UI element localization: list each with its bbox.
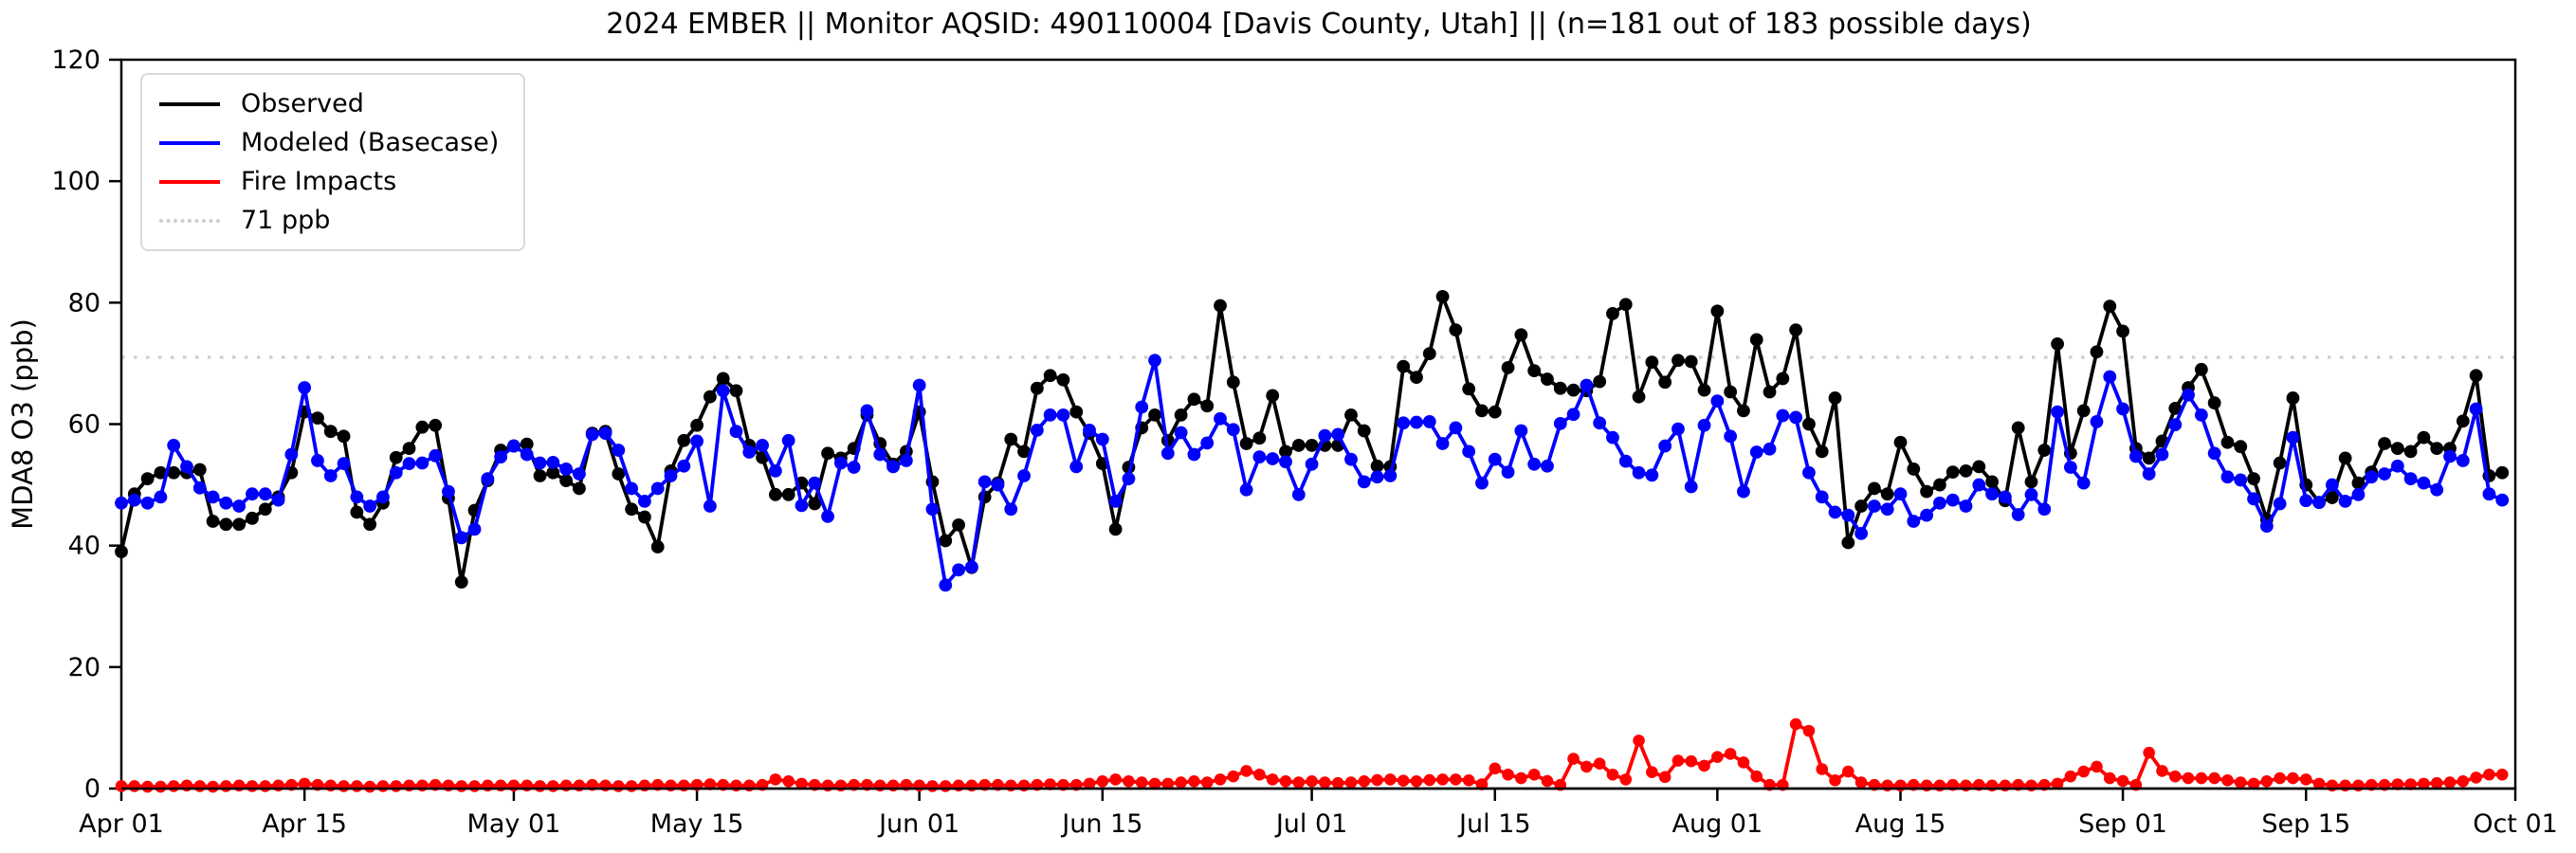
- y-tick-label: 0: [84, 774, 100, 804]
- x-tick-label: Aug 15: [1855, 809, 1946, 839]
- legend-item-observed: Observed: [159, 84, 499, 123]
- x-tick-label: Sep 15: [2261, 809, 2350, 839]
- x-tick-label: Apr 15: [262, 809, 347, 839]
- legend: Observed Modeled (Basecase) Fire Impacts 71…: [140, 73, 526, 251]
- fire-impacts-series: [115, 717, 2509, 793]
- legend-line-swatch: [159, 179, 220, 184]
- y-tick-label: 100: [51, 167, 100, 196]
- legend-item-71-ppb: 71 ppb: [159, 201, 499, 240]
- y-tick-label: 120: [51, 45, 100, 75]
- x-tick-label: May 15: [650, 809, 744, 839]
- x-tick-label: Apr 01: [79, 809, 164, 839]
- y-tick-label: 40: [68, 532, 100, 561]
- legend-label: Fire Impacts: [241, 167, 397, 196]
- legend-label: 71 ppb: [241, 206, 331, 235]
- chart-title: 2024 EMBER || Monitor AQSID: 490110004 […: [606, 8, 2032, 41]
- y-tick-label: 60: [68, 410, 100, 440]
- x-tick-label: Sep 01: [2078, 809, 2167, 839]
- y-axis: 0 20 40 60 80 100 120: [51, 45, 121, 804]
- x-axis: Apr 01 Apr 15 May 01 May 15 Jun 01 Jun 15 Jul …: [79, 789, 2558, 839]
- observed-series: [115, 290, 2510, 590]
- legend-item-fire-impacts: Fire Impacts: [159, 162, 499, 201]
- x-tick-label: May 01: [467, 809, 561, 839]
- x-tick-label: Jun 15: [1060, 809, 1142, 839]
- y-tick-label: 80: [68, 288, 100, 318]
- legend-label: Observed: [241, 89, 364, 118]
- x-tick-label: Jul 01: [1274, 809, 1348, 839]
- legend-dotted-line-swatch: [159, 218, 220, 223]
- legend-item-modeled-basecase-: Modeled (Basecase): [159, 123, 499, 162]
- y-axis-label: MDA8 O3 (ppb): [7, 318, 39, 530]
- x-tick-label: Oct 01: [2473, 809, 2558, 839]
- modeled-basecase--series: [115, 354, 2510, 592]
- legend-line-swatch: [159, 101, 220, 106]
- y-tick-label: 20: [68, 653, 100, 682]
- x-tick-label: Aug 01: [1672, 809, 1763, 839]
- legend-label: Modeled (Basecase): [241, 128, 500, 157]
- legend-line-swatch: [159, 140, 220, 145]
- x-tick-label: Jul 15: [1457, 809, 1531, 839]
- x-tick-label: Jun 01: [877, 809, 959, 839]
